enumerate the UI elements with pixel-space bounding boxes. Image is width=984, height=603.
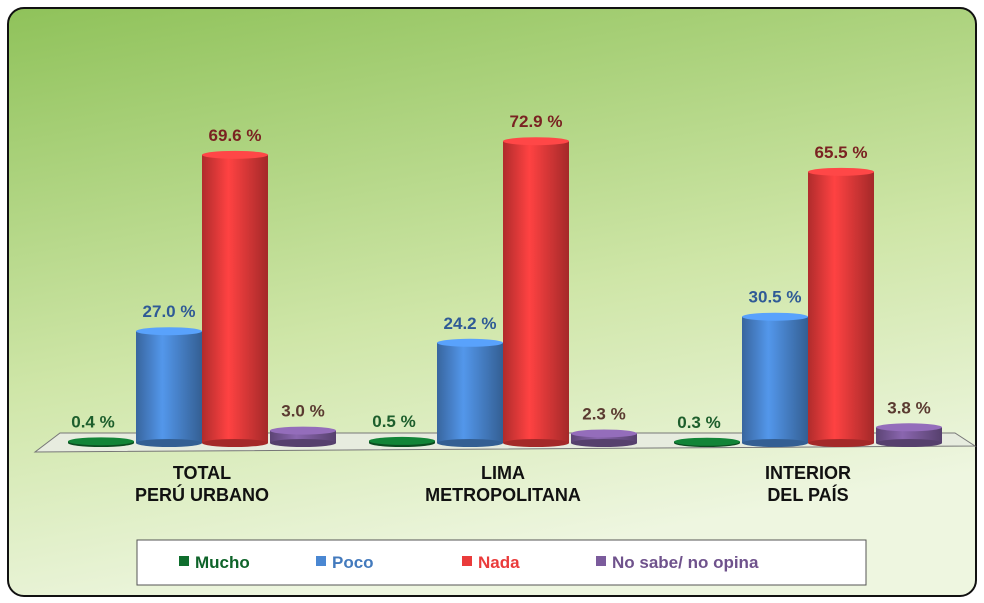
bar-cap: [503, 137, 569, 146]
bar: [742, 316, 808, 443]
bar-cap: [674, 437, 740, 446]
bar-base: [571, 439, 637, 447]
bar-base: [437, 439, 503, 447]
bar-base: [270, 439, 336, 447]
bar-base: [808, 439, 874, 447]
legend-swatch: [596, 556, 606, 566]
value-label: 3.0 %: [281, 402, 324, 421]
bar-cap: [808, 167, 874, 176]
bar: [808, 171, 874, 443]
legend-label: Mucho: [195, 553, 250, 572]
bar: [503, 141, 569, 443]
bar-cap: [136, 327, 202, 336]
x-tick-label: LIMA METROPOLITANA: [425, 463, 581, 505]
bar: [571, 433, 637, 443]
value-label: 30.5 %: [749, 288, 802, 307]
bar-cap: [437, 338, 503, 347]
value-label: 0.5 %: [372, 412, 415, 431]
legend-swatch: [316, 556, 326, 566]
legend-swatch: [462, 556, 472, 566]
bar-base: [136, 439, 202, 447]
legend-box: [136, 539, 867, 586]
legend-swatch: [179, 556, 189, 566]
value-label: 0.3 %: [677, 413, 720, 432]
bar-cap: [202, 150, 268, 159]
bar: [437, 342, 503, 443]
bar-cap: [369, 436, 435, 445]
value-label: 2.3 %: [582, 404, 625, 423]
legend-label: No sabe/ no opina: [612, 553, 759, 572]
bar: [876, 427, 942, 443]
value-label: 65.5 %: [815, 143, 868, 162]
value-label: 72.9 %: [510, 112, 563, 131]
legend-label: Poco: [332, 553, 374, 572]
bar-cap: [270, 426, 336, 435]
value-label: 24.2 %: [444, 314, 497, 333]
bar: [136, 331, 202, 443]
bar-base: [742, 439, 808, 447]
bar-base: [876, 439, 942, 447]
bar-cap: [68, 437, 134, 446]
bar-base: [503, 439, 569, 447]
bar-cap: [571, 429, 637, 438]
bar-cap: [876, 423, 942, 432]
value-label: 3.8 %: [887, 398, 930, 417]
x-tick-label: TOTAL PERÚ URBANO: [134, 463, 269, 505]
bar-base: [202, 439, 268, 447]
value-label: 69.6 %: [209, 126, 262, 145]
legend-label: Nada: [478, 553, 520, 572]
value-label: 27.0 %: [143, 302, 196, 321]
bar: [202, 154, 268, 443]
bar-cap: [742, 312, 808, 321]
value-label: 0.4 %: [71, 412, 114, 431]
x-tick-label: INTERIOR DEL PAÍS: [764, 463, 851, 505]
